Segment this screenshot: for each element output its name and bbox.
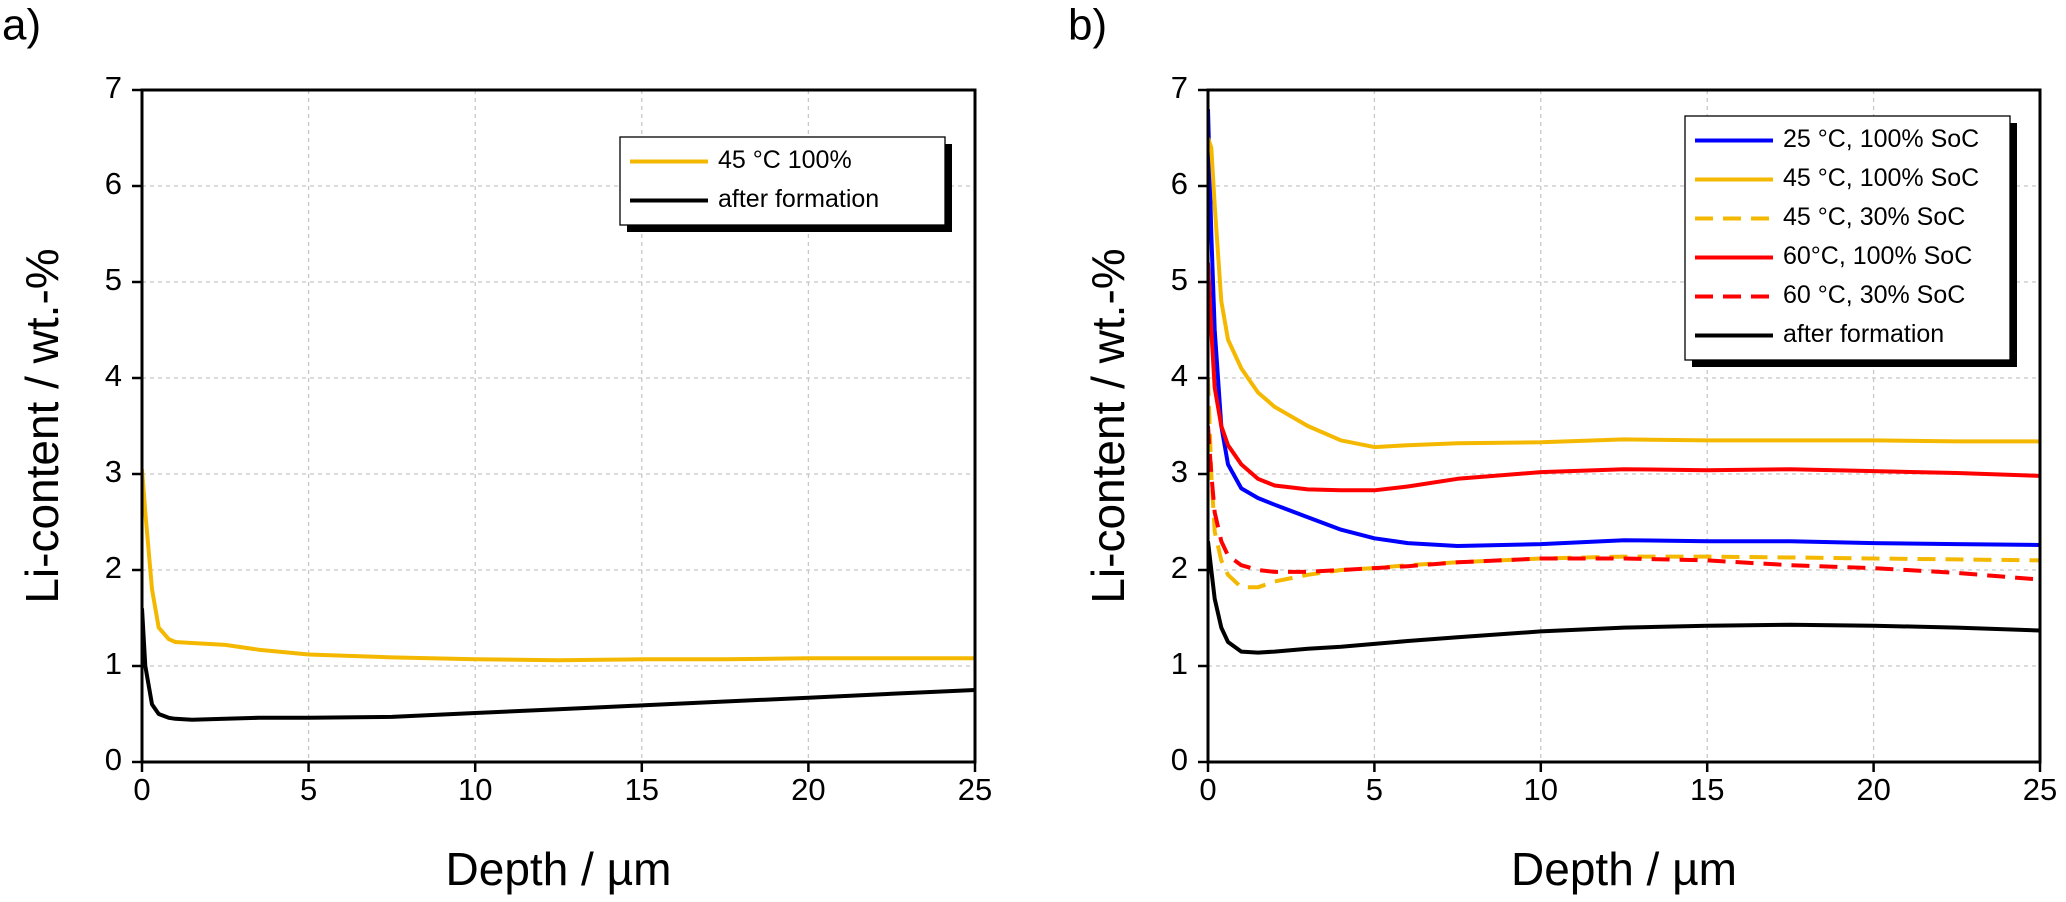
y-tick-label: 2 — [1171, 550, 1188, 585]
plot-frame — [1206, 88, 2042, 764]
x-tick-label: 20 — [1856, 772, 1890, 807]
legend-box — [1684, 115, 2011, 361]
legend-box — [619, 136, 946, 226]
panel-label: b) — [1068, 1, 1107, 50]
x-tick-label: 25 — [958, 772, 992, 807]
y-axis-label: Li-content / wt.-% — [16, 248, 68, 603]
series-line — [1208, 137, 2040, 450]
legend-label: 45 °C, 100% SoC — [1783, 164, 1979, 192]
x-tick-label: 5 — [300, 772, 317, 807]
panel: b) 0 5 10 15 20 25 0 1 2 3 4 5 6 7 Depth / µm Li-content… — [1068, 1, 2057, 896]
legend-label: 25 °C, 100% SoC — [1783, 125, 1979, 153]
series-line — [1208, 262, 2040, 493]
y-tick-label: 4 — [105, 358, 122, 393]
series-line — [142, 608, 975, 722]
series-line — [142, 469, 975, 663]
x-tick-label: 0 — [1199, 772, 1216, 807]
x-tick-label: 25 — [2023, 772, 2057, 807]
x-axis-label: Depth / µm — [446, 843, 672, 895]
y-tick-label: 0 — [1171, 742, 1188, 777]
y-tick-label: 1 — [1171, 646, 1188, 681]
panel-label: a) — [2, 1, 41, 50]
legend-label: 45 °C 100% — [718, 146, 852, 174]
y-tick-label: 5 — [105, 262, 122, 297]
legend-label: 45 °C, 30% SoC — [1783, 203, 1965, 231]
x-tick-label: 5 — [1366, 772, 1383, 807]
x-tick-label: 15 — [625, 772, 659, 807]
y-tick-label: 2 — [105, 550, 122, 585]
x-tick-label: 15 — [1690, 772, 1724, 807]
y-tick-label: 1 — [105, 646, 122, 681]
y-tick-label: 4 — [1171, 358, 1188, 393]
x-tick-label: 20 — [791, 772, 825, 807]
y-tick-label: 6 — [1171, 166, 1188, 201]
legend-label: after formation — [1783, 320, 1944, 348]
y-tick-label: 3 — [105, 454, 122, 489]
series-line — [1208, 540, 2040, 655]
panel: a) 0 5 10 15 20 25 0 1 2 3 4 5 6 7 Depth / µm Li-content… — [2, 1, 992, 896]
series-line — [1208, 425, 2040, 582]
y-axis-label: Li-content / wt.-% — [1082, 248, 1134, 603]
legend-label: 60 °C, 30% SoC — [1783, 281, 1965, 309]
y-tick-label: 7 — [105, 70, 122, 105]
x-tick-label: 0 — [133, 772, 150, 807]
x-tick-label: 10 — [458, 772, 492, 807]
y-tick-label: 7 — [1171, 70, 1188, 105]
legend: 25 °C, 100% SoC 45 °C, 100% SoC 45 °C, 30%… — [1684, 115, 2017, 367]
y-tick-label: 0 — [105, 742, 122, 777]
plot-frame — [140, 88, 977, 764]
legend-label: after formation — [718, 185, 879, 213]
x-tick-label: 10 — [1524, 772, 1558, 807]
x-axis-label: Depth / µm — [1511, 843, 1737, 895]
y-tick-label: 6 — [105, 166, 122, 201]
y-tick-label: 5 — [1171, 262, 1188, 297]
legend: 45 °C 100% after formation — [619, 136, 952, 232]
legend-label: 60°C, 100% SoC — [1783, 242, 1972, 270]
y-tick-label: 3 — [1171, 454, 1188, 489]
series-line — [1208, 377, 2040, 590]
